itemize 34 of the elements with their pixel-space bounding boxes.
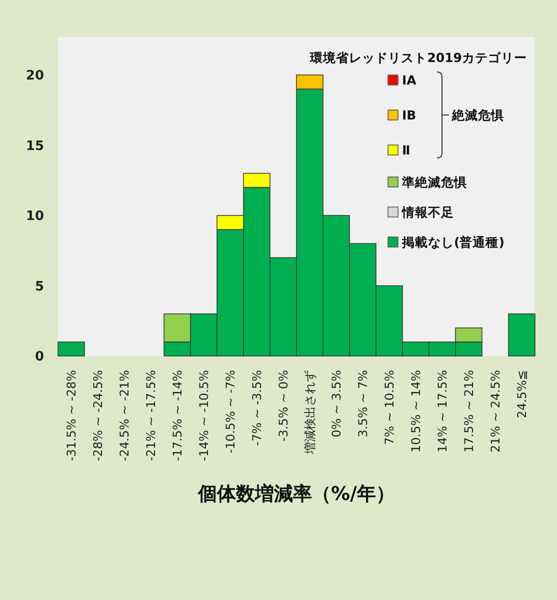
- x-tick-label: -28% ~ -24.5%: [90, 370, 105, 462]
- legend-label: 情報不足: [401, 204, 454, 220]
- legend-label: 掲載なし(普通種): [401, 234, 504, 250]
- x-tick-label: -7% ~ -3.5%: [250, 370, 264, 446]
- y-tick-label: 15: [26, 138, 44, 154]
- annotation: 絶滅危惧: [451, 107, 504, 122]
- y-tick-label: 5: [34, 279, 44, 294]
- x-axis-title: 個体数増減率（%/年）: [197, 483, 395, 505]
- y-tick-label: 10: [26, 209, 44, 224]
- x-tick-label: -24.5% ~ -21%: [117, 370, 132, 462]
- x-tick-label: 10.5% ~ 14%: [408, 370, 423, 452]
- legend-label: 準絶滅危惧: [401, 174, 467, 190]
- x-tick-label: 0% ~ 3.5%: [329, 370, 344, 438]
- x-tick-label: 増減検出されず: [302, 370, 317, 455]
- x-tick-label: 7% ~ 10.5%: [382, 370, 396, 445]
- bar: [58, 342, 85, 356]
- x-tick-label: 14% ~ 17.5%: [435, 370, 450, 452]
- x-tick-label: -3.5% ~ 0%: [276, 370, 290, 442]
- x-tick-label: -10.5% ~ -7%: [223, 370, 238, 454]
- x-tick-label: -17.5% ~ -14%: [170, 370, 184, 462]
- x-tick-label: -31.5% ~ -28%: [64, 370, 78, 462]
- legend-label: ⅠA: [402, 72, 417, 88]
- x-tick-label: -21% ~ -17.5%: [144, 370, 158, 462]
- legend-label: Ⅱ: [402, 142, 410, 158]
- y-tick-label: 0: [34, 350, 44, 365]
- x-tick-label: 21% ~ 24.5%: [488, 370, 502, 452]
- y-tick-label: 20: [26, 68, 44, 84]
- bar: [508, 313, 536, 356]
- x-tick-label: -14% ~ -10.5%: [196, 370, 211, 462]
- x-tick-label: 17.5% ~ 21%: [462, 370, 476, 452]
- legend-title: 環境省レッドリスト2019カテゴリー: [309, 50, 527, 65]
- x-tick-label: 3.5% ~ 7%: [356, 370, 370, 438]
- x-tick-label: 24.5%≦: [514, 370, 529, 418]
- legend-label: ⅠB: [402, 107, 416, 122]
